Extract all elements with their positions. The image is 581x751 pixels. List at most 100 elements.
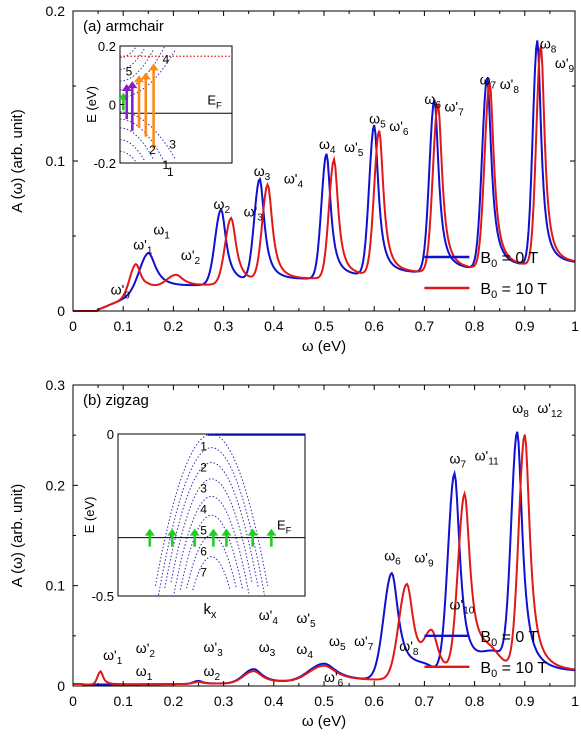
peak-label-base: ω bbox=[204, 639, 215, 655]
legend-label: B0 = 10 T bbox=[480, 281, 547, 301]
peak-label-sub: 5 bbox=[340, 642, 346, 653]
peak-label-base: ω bbox=[284, 171, 295, 187]
peak-label: ω'3 bbox=[204, 639, 224, 659]
peak-label-base: ω bbox=[103, 647, 114, 663]
x-tick-label: 0.8 bbox=[465, 693, 485, 709]
peak-label-sub: 3 bbox=[257, 213, 263, 224]
inset-y-tick-label: 0.2 bbox=[98, 39, 116, 54]
x-tick-label: 0.1 bbox=[113, 318, 133, 334]
peak-label-base: ω bbox=[259, 607, 270, 623]
peak-label-base: ω bbox=[296, 641, 307, 657]
peak-label-sub: 8 bbox=[551, 45, 557, 56]
peak-label-base: ω bbox=[450, 450, 461, 466]
peak-label-prime: ' bbox=[192, 247, 195, 263]
series-line-b10 bbox=[73, 45, 576, 312]
peak-label-sub: 4 bbox=[297, 180, 303, 191]
peak-label: ω'7 bbox=[354, 633, 374, 653]
peak-label-base: ω bbox=[204, 663, 215, 679]
inset-band-label: 4 bbox=[200, 503, 207, 517]
inset-band-label: 3 bbox=[169, 137, 176, 151]
x-tick-label: 0.4 bbox=[264, 318, 284, 334]
peak-label: ω'1 bbox=[103, 647, 123, 667]
peak-label-sub: 2 bbox=[224, 205, 230, 216]
inset-band-label: 1 bbox=[200, 439, 207, 453]
peak-label: ω6 bbox=[384, 548, 401, 568]
peak-label-sub: 11 bbox=[488, 456, 499, 467]
x-tick-label: 0.4 bbox=[264, 693, 284, 709]
y-tick-label: 0.1 bbox=[46, 153, 66, 169]
y-tick-label: 0.1 bbox=[46, 578, 66, 594]
inset-y-tick-label: 0 bbox=[109, 98, 116, 113]
inset-band-label: 5 bbox=[126, 64, 133, 78]
peak-label-prime: ' bbox=[365, 633, 368, 649]
peak-label: ω5 bbox=[369, 111, 386, 131]
peak-label-base: ω bbox=[399, 638, 410, 654]
peak-label-sub: 5 bbox=[380, 120, 386, 131]
inset-band-label: 7 bbox=[200, 566, 207, 580]
peak-label: ω'7 bbox=[444, 99, 464, 119]
y-axis-label: A (ω) (arb. unit) bbox=[9, 484, 26, 587]
peak-label: ω8 bbox=[512, 400, 529, 420]
peak-label: ω'10 bbox=[450, 597, 475, 617]
inset-band bbox=[192, 555, 231, 591]
x-tick-label: 0.9 bbox=[515, 318, 535, 334]
legend-b: B bbox=[480, 250, 491, 267]
peak-label-sub: 2 bbox=[195, 256, 201, 267]
peak-label-prime: ' bbox=[566, 55, 569, 71]
inset-arrowhead bbox=[221, 528, 232, 536]
peak-label-prime: ' bbox=[147, 640, 150, 656]
peak-label-sub: 5 bbox=[358, 148, 364, 159]
peak-label-sub: 7 bbox=[491, 81, 497, 92]
peak-label: ω2 bbox=[204, 663, 221, 683]
peak-label-prime: ' bbox=[122, 282, 125, 298]
peak-label: ω2 bbox=[214, 196, 231, 216]
peak-label-base: ω bbox=[153, 222, 164, 238]
inset-band bbox=[119, 139, 146, 162]
peak-label: ω'3 bbox=[244, 204, 264, 224]
inset-ef-label-sub: F bbox=[286, 526, 292, 536]
peak-label: ω5 bbox=[329, 633, 346, 653]
inset-ef-label-base: E bbox=[207, 93, 216, 108]
peak-label: ω7 bbox=[480, 72, 497, 92]
peak-label-prime: ' bbox=[410, 638, 413, 654]
peak-label: ω1 bbox=[136, 663, 153, 683]
panel-label: (b) zigzag bbox=[83, 392, 149, 409]
peak-label-sub: 9 bbox=[569, 64, 575, 75]
peak-label-sub: 8 bbox=[413, 647, 419, 658]
x-tick-label: 1 bbox=[571, 318, 579, 334]
peak-label-sub: 12 bbox=[551, 409, 563, 420]
y-tick-label: 0.3 bbox=[46, 377, 66, 393]
inset-band-label: 5 bbox=[200, 524, 207, 538]
peak-label: ω'9 bbox=[414, 550, 434, 570]
inset-arrowhead bbox=[266, 528, 277, 536]
y-tick-label: 0 bbox=[57, 303, 65, 319]
peak-label-sub: 7 bbox=[460, 459, 466, 470]
peak-label-base: ω bbox=[296, 610, 307, 626]
inset-band bbox=[119, 111, 177, 161]
peak-label-prime: ' bbox=[548, 400, 551, 416]
peak-label-base: ω bbox=[259, 639, 270, 655]
peak-label-prime: ' bbox=[144, 237, 147, 253]
legend-b: B bbox=[480, 629, 491, 646]
peak-label-sub: 3 bbox=[265, 172, 271, 183]
inset-band bbox=[119, 47, 146, 70]
peak-label: ω'5 bbox=[296, 610, 316, 630]
peak-label-base: ω bbox=[214, 196, 225, 212]
peak-label-base: ω bbox=[181, 247, 192, 263]
peak-label-sub: 3 bbox=[217, 648, 223, 659]
peak-label-base: ω bbox=[512, 400, 523, 416]
legend-label: B0 = 10 T bbox=[480, 660, 547, 680]
peak-label-base: ω bbox=[254, 163, 265, 179]
inset-arrowhead bbox=[121, 84, 132, 92]
peak-label-sub: 2 bbox=[149, 649, 155, 660]
peak-label: ω'2 bbox=[181, 247, 201, 267]
peak-label: ω3 bbox=[259, 639, 276, 659]
peak-label-base: ω bbox=[111, 282, 122, 298]
panel-label: (a) armchair bbox=[83, 18, 164, 35]
inset-band bbox=[164, 461, 259, 589]
inset-y-axis-label: E (eV) bbox=[82, 497, 97, 534]
peak-label-sub: 2 bbox=[214, 672, 220, 683]
legend-b: B bbox=[480, 281, 491, 298]
